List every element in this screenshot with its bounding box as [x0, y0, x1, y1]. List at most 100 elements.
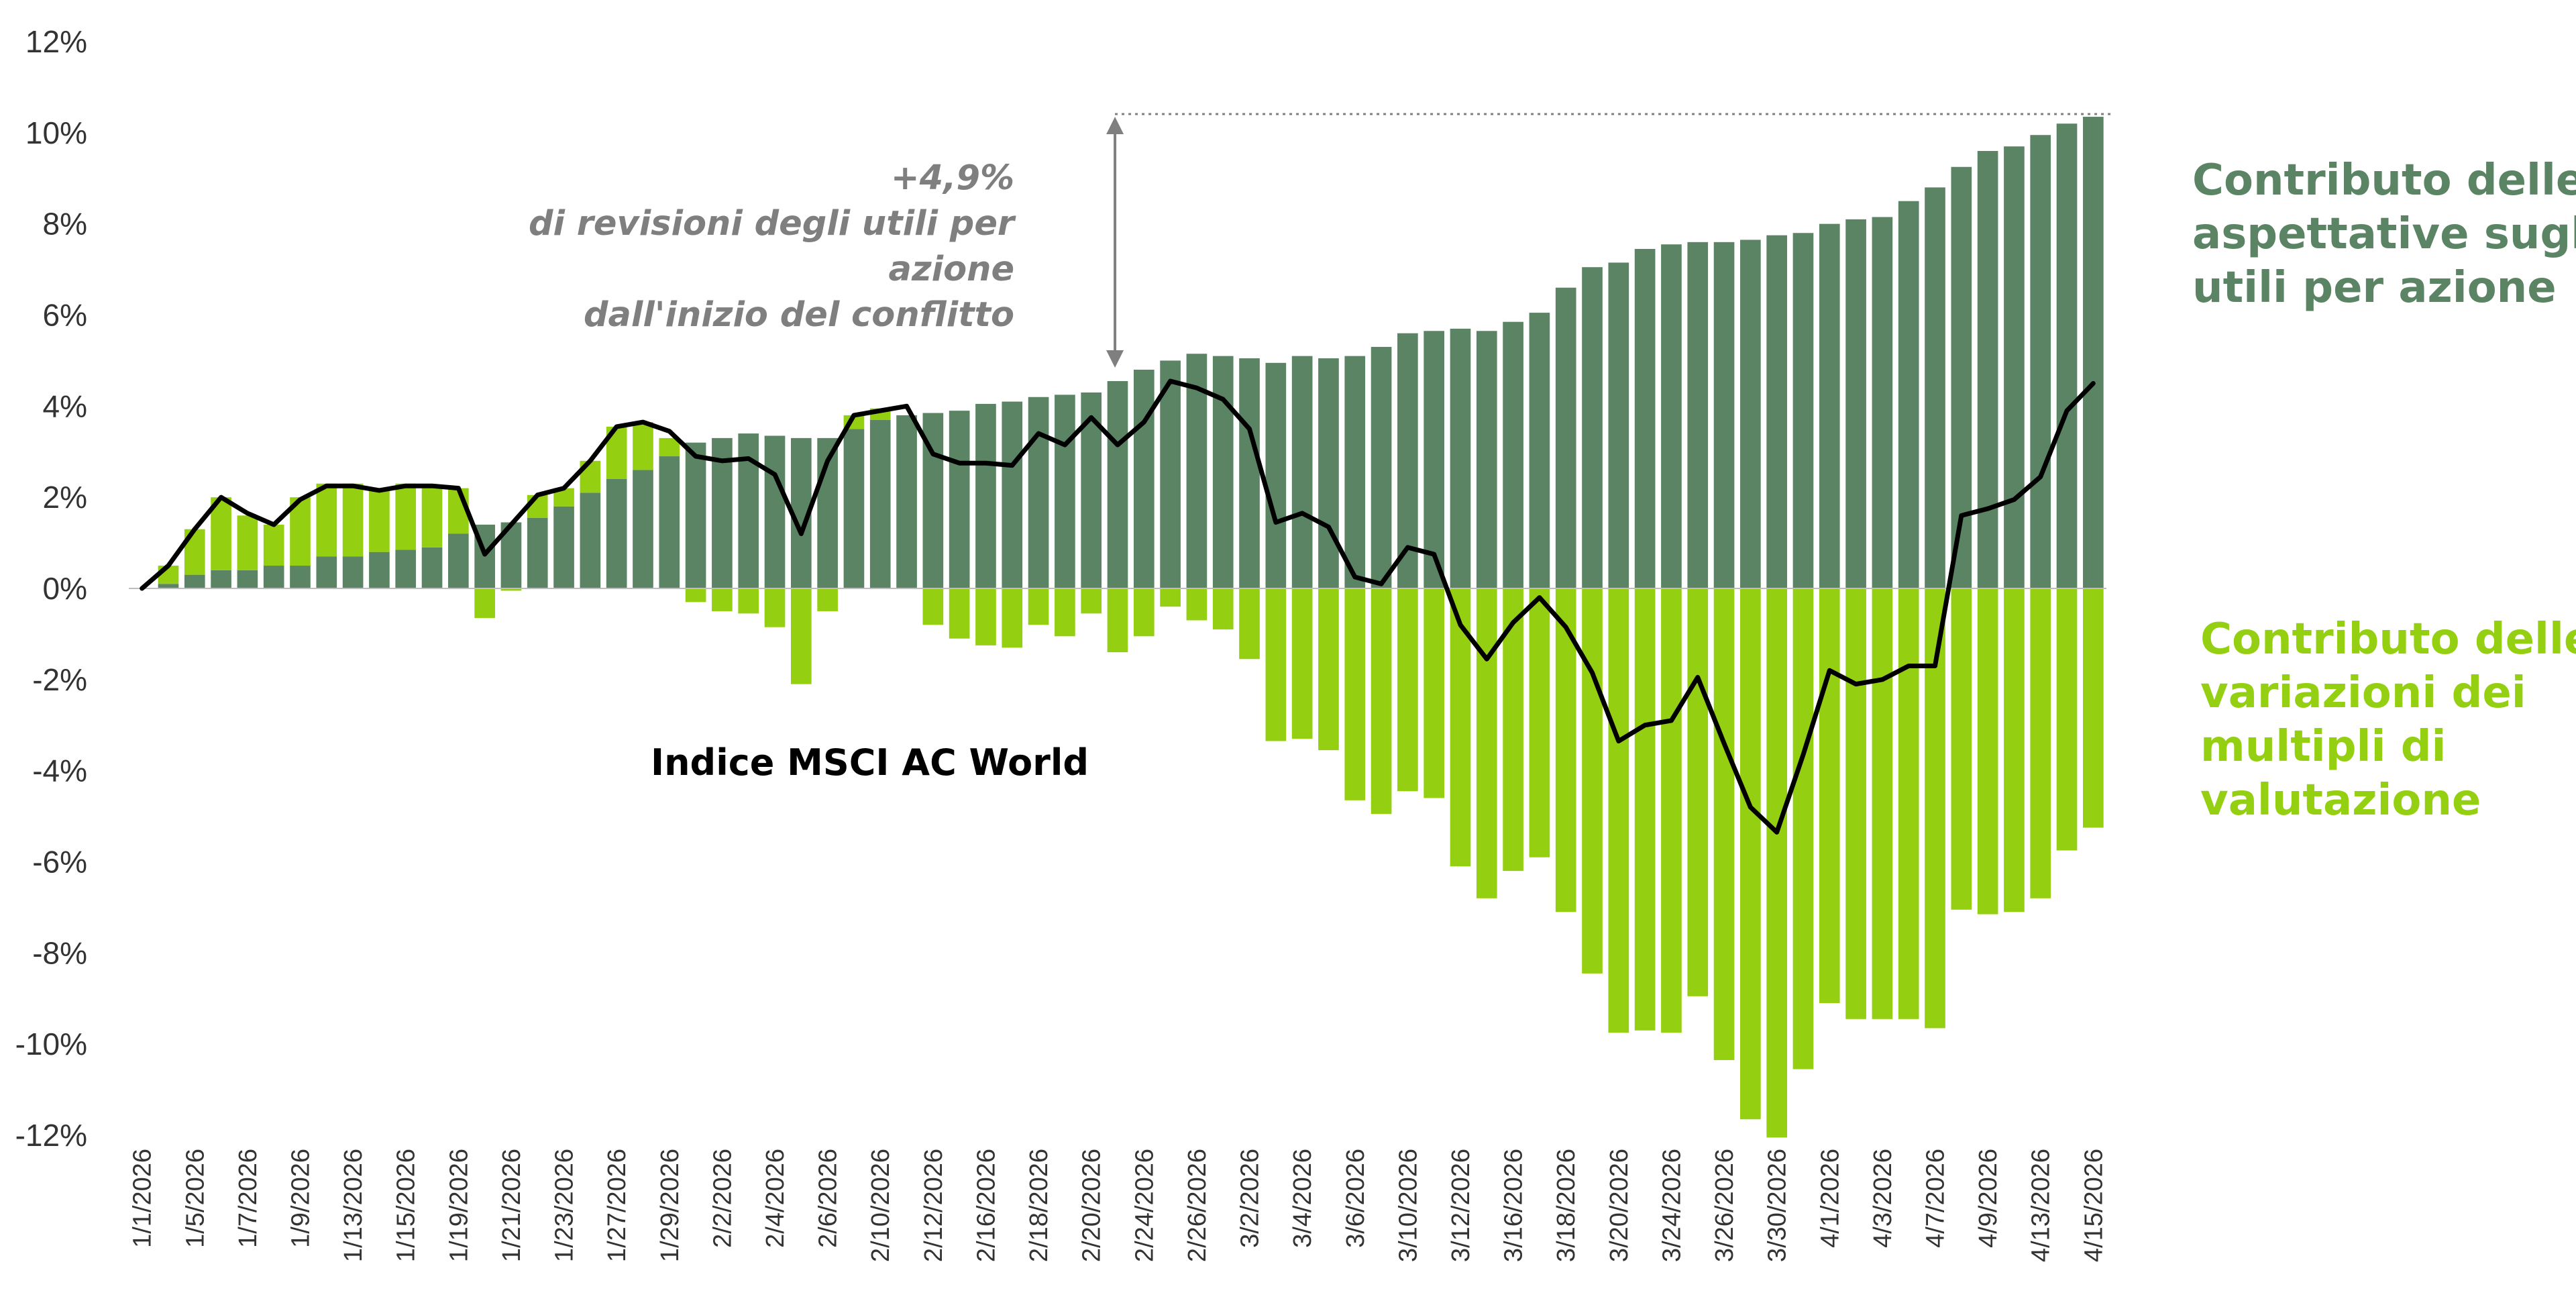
x-tick-label: 1/23/2026 [551, 1149, 579, 1262]
eps-bar [184, 574, 205, 589]
multiples-bar [1055, 588, 1075, 637]
eps-bar [633, 470, 653, 588]
eps-bar [580, 492, 601, 589]
multiples-bar [474, 588, 495, 619]
multiples-bar [659, 437, 680, 457]
multiples-bar [316, 483, 337, 557]
eps-bar [1107, 380, 1128, 588]
multiples-bar [211, 497, 231, 570]
multiples-bar [342, 483, 364, 557]
x-tick-label: 4/15/2026 [2080, 1149, 2108, 1262]
multiples-bar [1951, 588, 1972, 910]
y-tick-label: -12% [15, 1118, 87, 1153]
eps-bar [606, 479, 627, 588]
eps-bar [1792, 233, 1814, 588]
multiples-bar [1529, 588, 1550, 857]
eps-bar [1766, 235, 1787, 588]
multiples-bar [395, 483, 417, 550]
eps-bar [685, 442, 706, 588]
eps-bar [1529, 313, 1550, 588]
eps-bar [1476, 331, 1497, 588]
eps-bar [1160, 360, 1181, 588]
multiples-bar [527, 494, 548, 518]
y-tick-label: -4% [32, 753, 87, 788]
index-line-group [140, 378, 2096, 835]
multiples-bar [1608, 588, 1629, 1033]
x-tick-label: 1/19/2026 [445, 1149, 473, 1262]
revision-annotation: +4,9% di revisioni degli utili per azione d… [529, 113, 2112, 368]
x-axis-ticks: 1/1/2026 1/5/2026 1/7/2026 1/9/2026 1/13/202… [129, 1149, 2108, 1262]
multiples-bar [237, 515, 258, 570]
x-tick-label: 3/2/2026 [1236, 1149, 1265, 1248]
eps-bar [1608, 262, 1629, 588]
multiples-bar [1186, 588, 1208, 621]
multiples-bar [2056, 588, 2078, 851]
eps-bar [2030, 135, 2051, 589]
eps-series-label-line: utili per azione [2192, 263, 2557, 313]
multiples-bar [500, 588, 522, 591]
x-tick-label: 4/13/2026 [2027, 1149, 2055, 1262]
eps-bar [869, 419, 891, 588]
revision-arrow-head-top [1106, 117, 1124, 135]
x-tick-label: 2/24/2026 [1130, 1149, 1159, 1262]
revision-annotation-line: dall'inizio del conflitto [584, 295, 1014, 335]
eps-bar [316, 556, 337, 588]
multiples-bar [1740, 588, 1761, 1120]
multiples-bar [1977, 588, 1998, 915]
eps-bar [1740, 240, 1761, 588]
multiples-series-label-line: valutazione [2200, 776, 2481, 825]
multiples-bar [1872, 588, 1893, 1019]
multiples-bar [1819, 588, 1840, 1004]
multiples-series-label-line: multipli di [2200, 722, 2446, 772]
eps-bar [369, 552, 390, 588]
eps-bar [949, 411, 970, 589]
multiples-bar [712, 588, 733, 611]
eps-bar [1133, 370, 1155, 588]
eps-bar [2056, 123, 2078, 588]
x-tick-label: 2/12/2026 [920, 1149, 948, 1262]
index-line [140, 378, 2096, 835]
eps-bar [1002, 401, 1023, 588]
eps-bar [1239, 358, 1260, 588]
eps-bar [1634, 249, 1656, 588]
eps-bar [764, 435, 786, 588]
multiples-bar [1582, 588, 1603, 974]
multiples-bar [1028, 588, 1049, 625]
eps-bar [1450, 328, 1471, 589]
multiples-bar [1898, 588, 1919, 1019]
eps-bar [1318, 358, 1339, 588]
eps-series-label-line: aspettative sugli [2192, 209, 2576, 259]
x-tick-label: 3/16/2026 [1500, 1149, 1528, 1262]
eps-bar [2004, 146, 2025, 588]
eps-bar [1687, 242, 1709, 589]
x-tick-label: 2/16/2026 [972, 1149, 1000, 1262]
y-tick-label: 8% [43, 207, 87, 242]
y-tick-label: -2% [32, 662, 87, 697]
multiples-bar [2030, 588, 2051, 898]
y-tick-label: 12% [25, 24, 87, 59]
eps-bar [1713, 242, 1735, 589]
multiples-bar [1476, 588, 1497, 898]
multiples-bar [633, 422, 653, 470]
x-tick-label: 4/7/2026 [1922, 1149, 1950, 1248]
multiples-bar [975, 588, 996, 645]
eps-bar [1845, 219, 1866, 589]
x-tick-label: 2/26/2026 [1183, 1149, 1212, 1262]
y-tick-label: 0% [43, 571, 87, 606]
x-tick-label: 1/13/2026 [339, 1149, 368, 1262]
multiples-bar [1160, 588, 1181, 607]
multiples-bar [1371, 588, 1392, 815]
eps-bar [1503, 321, 1523, 588]
eps-bar [1925, 187, 1945, 589]
x-tick-label: 2/18/2026 [1025, 1149, 1053, 1262]
eps-bar [1344, 356, 1366, 589]
eps-bar [395, 550, 417, 588]
multiples-bar [1713, 588, 1735, 1060]
multiples-bar [1107, 588, 1128, 653]
y-axis-ticks: 12% 10% 8% 6% 4% 2% 0% -2% -4% -6% -8% -10% -12% [15, 24, 87, 1153]
multiples-bar [738, 588, 759, 614]
eps-bar [1555, 287, 1576, 588]
revision-annotation-line: +4,9% [891, 158, 1014, 198]
multiples-bar [1002, 588, 1023, 648]
